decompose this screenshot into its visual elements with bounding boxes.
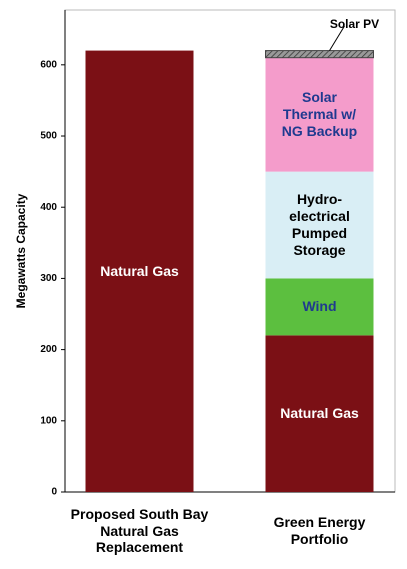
bar-segment: [265, 57, 374, 172]
segment-label: Solar PV: [329, 16, 380, 31]
leader-line: [329, 25, 345, 51]
x-tick-label-box: Proposed South Bay Natural Gas Replaceme…: [70, 505, 209, 556]
y-tick-label: 600: [40, 59, 57, 70]
segment-label: Solar Thermal w/ NG Backup: [281, 89, 358, 140]
bar-segment: [265, 171, 374, 279]
bar-segment: [85, 50, 194, 493]
segment-label-box: Natural Gas: [100, 262, 179, 279]
segment-label: Natural Gas: [280, 405, 359, 422]
segment-label: Natural Gas: [100, 262, 179, 279]
segment-label: Hydro-electrical Pumped Storage: [289, 191, 350, 258]
segment-label-box: Wind: [302, 298, 337, 315]
segment-label-box: Solar Thermal w/ NG Backup: [281, 89, 358, 140]
y-tick-label: 300: [40, 273, 57, 284]
segment-label-box: Hydro-electrical Pumped Storage: [289, 191, 350, 258]
segment-label-box: Solar PV: [329, 16, 380, 31]
segment-label-box: Natural Gas: [280, 405, 359, 422]
bar-segment: [265, 335, 374, 492]
y-axis-label: Megawatts Capacity: [14, 193, 28, 308]
y-tick-label: 400: [40, 202, 57, 213]
segment-label: Wind: [302, 298, 337, 315]
bar-segment: [265, 50, 374, 59]
bar-segment: [265, 278, 374, 336]
y-tick-label: 100: [40, 415, 57, 426]
y-tick-label: 500: [40, 131, 57, 142]
y-tick-label: 0: [51, 487, 57, 498]
x-tick-label-box: Green Energy Portfolio: [273, 514, 366, 547]
x-tick-label: Proposed South Bay Natural Gas Replaceme…: [70, 505, 209, 556]
y-tick-label: 200: [40, 344, 57, 355]
x-tick-label: Green Energy Portfolio: [273, 514, 366, 547]
